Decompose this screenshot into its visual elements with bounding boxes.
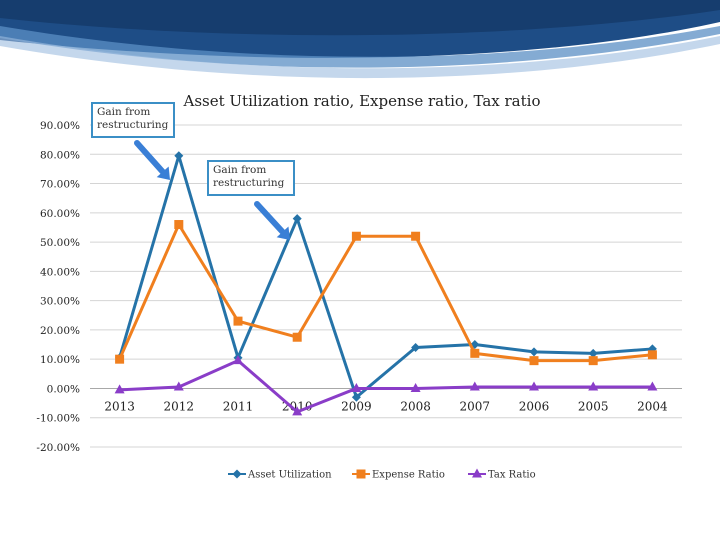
legend-marker [232, 469, 242, 479]
data-point-expense-ratio [351, 231, 361, 241]
data-point-expense-ratio [588, 356, 598, 366]
y-tick-label: 50.00% [40, 237, 80, 249]
y-tick-label: -10.00% [36, 413, 80, 425]
x-tick-label: 2006 [519, 399, 550, 413]
data-point-tax-ratio [233, 355, 243, 365]
legend-marker [472, 468, 482, 478]
data-point-tax-ratio [647, 381, 658, 391]
legend-label: Expense Ratio [372, 470, 445, 481]
data-point-asset-utilization [411, 342, 421, 352]
data-point-tax-ratio [529, 381, 539, 391]
chart-title: Asset Utilization ratio, Expense ratio, … [183, 92, 541, 110]
data-point-asset-utilization [529, 347, 539, 357]
series-expense-ratio [115, 220, 657, 366]
arrow-annotation-2010 [254, 201, 290, 240]
annotation-gain-from-restructuring-2012: Gain from restructuring [91, 102, 175, 138]
data-point-expense-ratio [115, 354, 125, 364]
series-line-expense-ratio [118, 223, 653, 363]
data-point-tax-ratio [588, 381, 599, 391]
series-asset-utilization [115, 151, 657, 402]
data-point-expense-ratio [470, 348, 480, 358]
data-point-tax-ratio [469, 381, 480, 391]
series-line-tax-ratio [119, 359, 653, 414]
y-tick-label: 10.00% [40, 354, 80, 366]
legend-marker [356, 469, 366, 479]
data-point-tax-ratio [173, 381, 184, 391]
data-point-tax-ratio [410, 382, 421, 392]
data-point-expense-ratio [647, 350, 657, 360]
data-point-asset-utilization [174, 151, 184, 161]
data-point-expense-ratio [233, 316, 243, 326]
data-point-expense-ratio [174, 220, 184, 230]
legend-item-asset-utilization: Asset Utilization [228, 469, 332, 481]
data-point-asset-utilization [588, 348, 598, 358]
y-tick-label: 20.00% [40, 325, 80, 337]
data-point-expense-ratio [411, 231, 421, 241]
legend-label: Tax Ratio [488, 470, 536, 481]
legend-item-expense-ratio: Expense Ratio [352, 469, 445, 481]
y-tick-label: 30.00% [40, 296, 80, 308]
y-tick-label: 90.00% [40, 120, 80, 132]
y-tick-label: 0.00% [47, 383, 80, 395]
data-point-tax-ratio [292, 406, 303, 416]
y-tick-label: 80.00% [40, 149, 80, 161]
x-tick-label: 2005 [578, 399, 609, 413]
x-tick-label: 2011 [223, 399, 254, 413]
data-point-expense-ratio [529, 356, 539, 366]
data-point-tax-ratio [114, 384, 125, 394]
legend-item-tax-ratio: Tax Ratio [468, 468, 536, 481]
y-tick-label: 40.00% [40, 266, 80, 278]
y-tick-label: 60.00% [40, 208, 80, 220]
slide-header-banner [0, 0, 720, 79]
y-tick-label: -20.00% [36, 442, 80, 454]
x-tick-label: 2012 [164, 399, 195, 413]
data-point-asset-utilization [292, 214, 302, 224]
annotation-gain-from-restructuring-2010: Gain from restructuring [207, 160, 295, 196]
arrow-annotation-2012 [134, 140, 170, 180]
x-tick-label: 2008 [400, 399, 431, 413]
y-tick-label: 70.00% [40, 179, 80, 191]
x-tick-label: 2013 [104, 399, 135, 413]
x-tick-label: 2004 [637, 399, 668, 413]
series-line-asset-utilization [118, 154, 653, 399]
x-tick-label: 2009 [341, 399, 372, 413]
x-tick-label: 2007 [460, 399, 491, 413]
data-point-tax-ratio [351, 382, 362, 392]
data-point-asset-utilization [351, 392, 361, 402]
data-point-expense-ratio [292, 332, 302, 342]
series-tax-ratio [114, 355, 658, 416]
legend-label: Asset Utilization [247, 470, 332, 481]
